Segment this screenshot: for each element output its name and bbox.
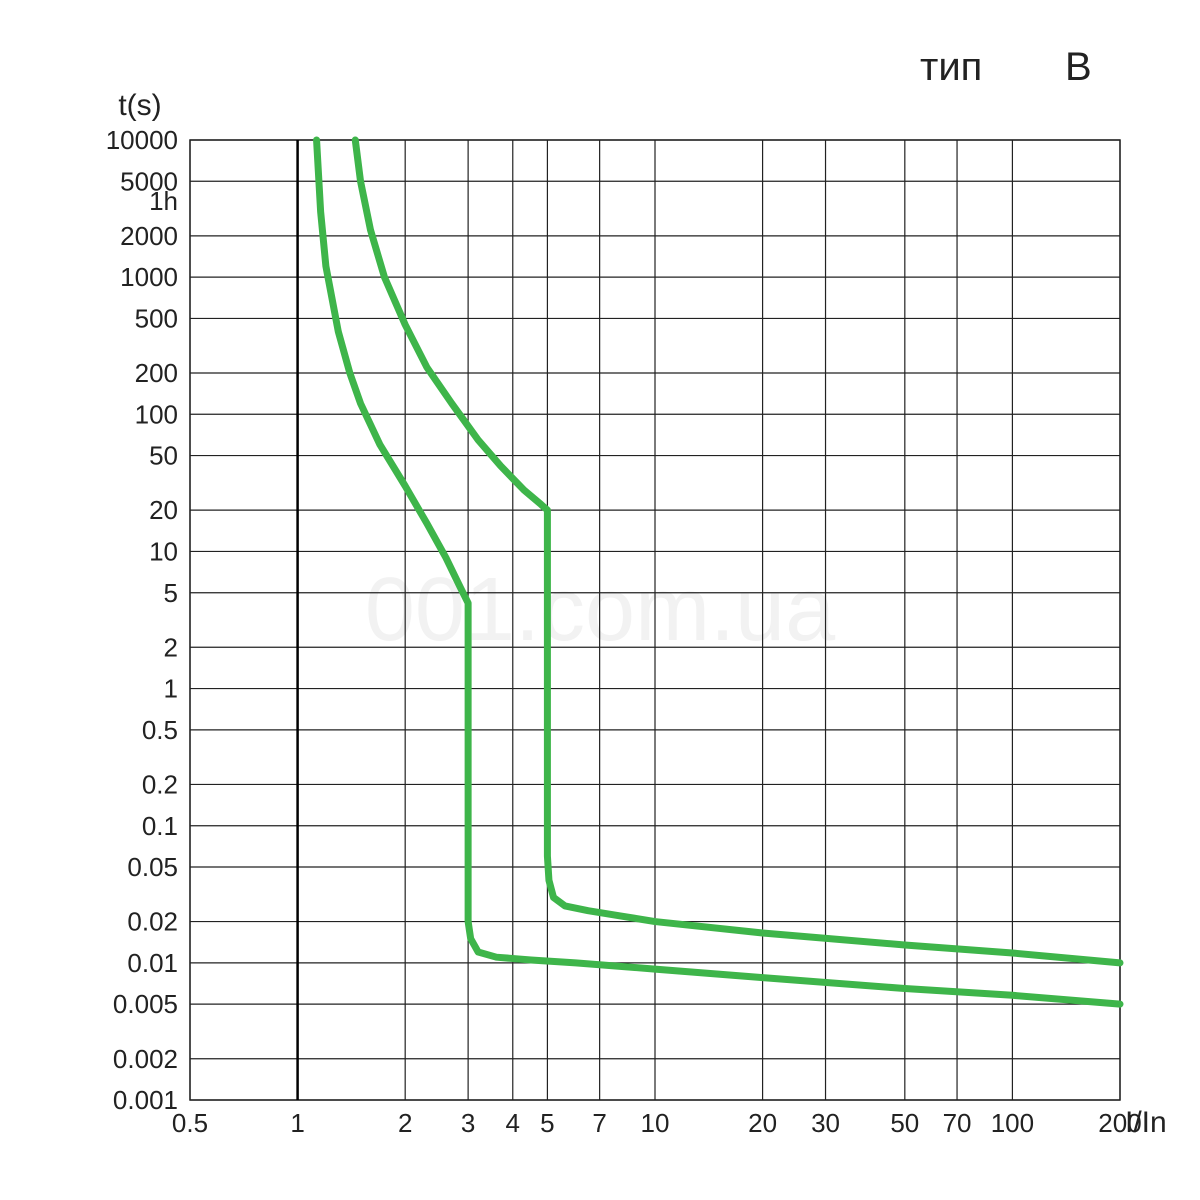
y-tick-label: 0.01 — [127, 948, 178, 978]
y-tick-label: 0.2 — [142, 770, 178, 800]
y-tick-label: 1h — [149, 186, 178, 216]
y-tick-label: 10000 — [106, 125, 178, 155]
y-tick-label: 0.002 — [113, 1044, 178, 1074]
x-tick-label: 0.5 — [172, 1108, 208, 1138]
y-tick-label: 1000 — [120, 262, 178, 292]
y-tick-label: 0.1 — [142, 811, 178, 841]
x-tick-label: 5 — [540, 1108, 554, 1138]
x-tick-label: 4 — [506, 1108, 520, 1138]
chart-title-part1: тип — [920, 45, 982, 89]
chart-title-part2: B — [1065, 45, 1092, 89]
chart-svg: 001.com.ua1000050001h2000100050020010050… — [0, 0, 1200, 1200]
x-tick-label: 30 — [811, 1108, 840, 1138]
y-tick-label: 0.5 — [142, 715, 178, 745]
trip-curve-chart: 001.com.ua1000050001h2000100050020010050… — [0, 0, 1200, 1200]
y-tick-label: 50 — [149, 441, 178, 471]
x-tick-label: 10 — [641, 1108, 670, 1138]
y-tick-label: 1 — [164, 674, 178, 704]
x-tick-label: 3 — [461, 1108, 475, 1138]
x-tick-label: 100 — [991, 1108, 1034, 1138]
y-tick-label: 5 — [164, 578, 178, 608]
x-tick-label: 50 — [890, 1108, 919, 1138]
y-tick-label: 100 — [135, 399, 178, 429]
y-tick-label: 500 — [135, 304, 178, 334]
x-tick-label: 20 — [748, 1108, 777, 1138]
y-tick-label: 0.05 — [127, 852, 178, 882]
y-tick-label: 0.005 — [113, 989, 178, 1019]
y-axis-title: t(s) — [118, 89, 161, 122]
x-tick-label: 1 — [290, 1108, 304, 1138]
y-tick-label: 200 — [135, 358, 178, 388]
y-tick-label: 20 — [149, 495, 178, 525]
x-tick-label: 2 — [398, 1108, 412, 1138]
x-tick-label: 7 — [592, 1108, 606, 1138]
y-tick-label: 2 — [164, 632, 178, 662]
y-tick-label: 0.02 — [127, 907, 178, 937]
y-tick-label: 2000 — [120, 221, 178, 251]
x-axis-title: I/In — [1125, 1106, 1167, 1139]
y-tick-label: 0.001 — [113, 1085, 178, 1115]
y-tick-label: 10 — [149, 537, 178, 567]
x-tick-label: 70 — [943, 1108, 972, 1138]
watermark-text: 001.com.ua — [365, 560, 836, 660]
